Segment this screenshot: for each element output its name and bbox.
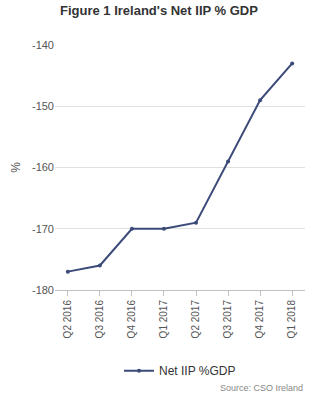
svg-text:Source: CSO Ireland: Source: CSO Ireland xyxy=(220,383,303,393)
svg-text:-150: -150 xyxy=(32,100,54,112)
svg-text:Q2 2016: Q2 2016 xyxy=(62,300,73,339)
svg-text:-140: -140 xyxy=(32,39,54,51)
svg-text:Q1 2017: Q1 2017 xyxy=(158,300,169,339)
svg-text:-180: -180 xyxy=(32,284,54,296)
svg-text:Q4 2017: Q4 2017 xyxy=(254,300,265,339)
svg-text:Figure 1 Ireland's Net IIP % G: Figure 1 Ireland's Net IIP % GDP xyxy=(60,3,258,18)
svg-text:Q1 2018: Q1 2018 xyxy=(286,300,297,339)
svg-text:%: % xyxy=(9,162,23,173)
svg-text:-160: -160 xyxy=(32,161,54,173)
svg-text:Q3 2016: Q3 2016 xyxy=(94,300,105,339)
svg-text:Q3 2017: Q3 2017 xyxy=(222,300,233,339)
svg-text:Net IIP %GDP: Net IIP %GDP xyxy=(159,364,235,378)
svg-text:Q4 2016: Q4 2016 xyxy=(126,300,137,339)
svg-text:Q2 2017: Q2 2017 xyxy=(190,300,201,339)
svg-text:-170: -170 xyxy=(32,223,54,235)
